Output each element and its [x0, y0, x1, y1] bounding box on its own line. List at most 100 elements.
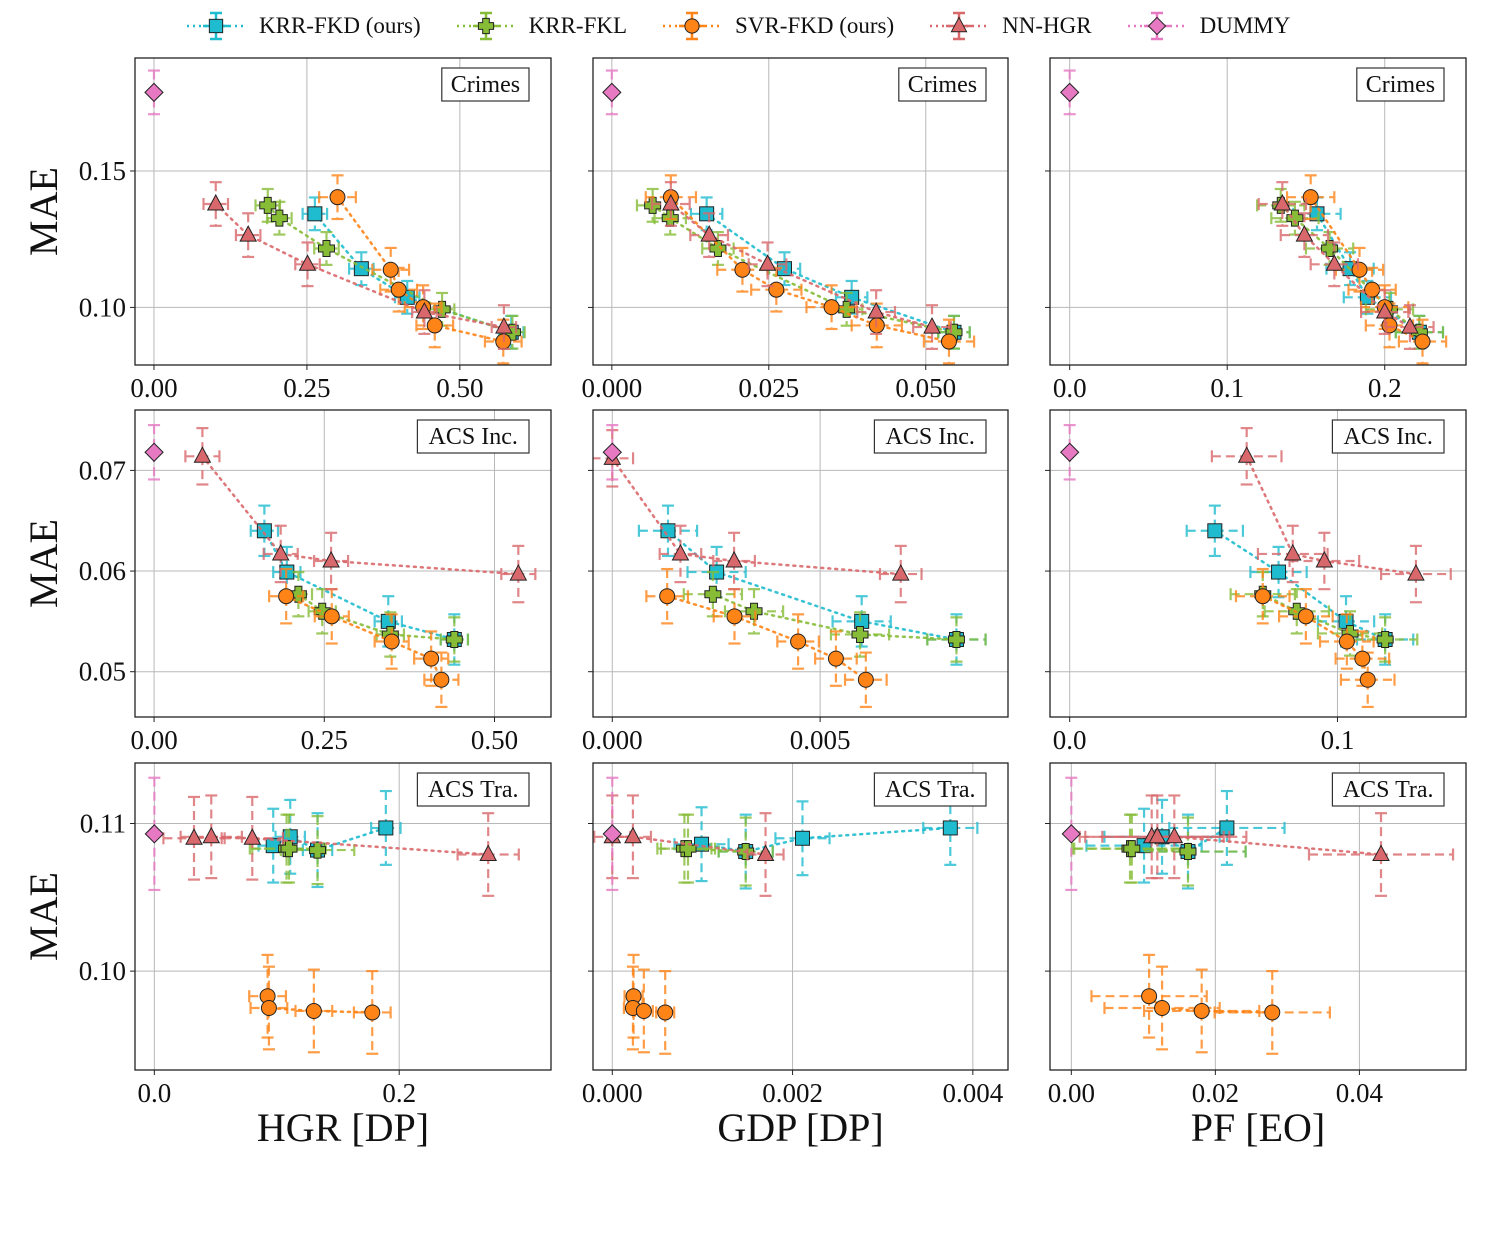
- error-bar: [148, 423, 161, 481]
- data-point-plus: [1376, 630, 1394, 648]
- data-point-circle: [734, 261, 751, 278]
- dataset-label: Crimes: [908, 72, 977, 98]
- series-line: [271, 826, 388, 852]
- series-line: [669, 195, 951, 343]
- x-tick-label: 0.000: [582, 1078, 643, 1108]
- data-point-diamond: [602, 824, 622, 844]
- series-triangle: [162, 794, 520, 897]
- series-diamond: [602, 423, 622, 481]
- series-line: [201, 455, 520, 576]
- x-tick-label: 0.04: [1336, 1078, 1384, 1108]
- data-point-circle: [382, 261, 399, 278]
- x-tick-label: 0.02: [1192, 1078, 1239, 1108]
- x-tick-label: 0.25: [283, 373, 330, 403]
- data-point-plus: [1179, 843, 1197, 861]
- y-axis-label: MAE: [21, 519, 66, 608]
- dataset-label-box: [416, 772, 530, 807]
- data-point-diamond: [1061, 824, 1082, 844]
- x-tick-label: 0.004: [942, 1078, 1003, 1108]
- data-layer: [1061, 776, 1455, 1055]
- series-circle: [268, 567, 460, 709]
- data-point-plus: [270, 209, 288, 227]
- data-point-diamond: [1059, 442, 1080, 462]
- series-diamond: [144, 776, 165, 892]
- data-point-triangle: [1375, 301, 1394, 319]
- data-point-circle: [726, 608, 743, 625]
- data-point-triangle: [867, 301, 885, 319]
- data-point-triangle: [206, 193, 225, 211]
- data-point-circle: [768, 281, 785, 298]
- plot-area: [135, 763, 551, 1070]
- data-point-circle: [1264, 1004, 1281, 1021]
- error-bar: [912, 304, 952, 350]
- data-point-plus: [945, 323, 963, 341]
- x-tick-label: 0.050: [895, 373, 956, 403]
- series-plus: [1071, 813, 1247, 887]
- data-point-circle: [1338, 633, 1355, 650]
- data-layer: [144, 423, 537, 709]
- plot-area: [1050, 763, 1466, 1070]
- x-tick-label: 0.005: [790, 725, 851, 755]
- data-point-circle: [1193, 1002, 1210, 1019]
- y-axis-label: MAE: [21, 872, 66, 961]
- series-plus: [248, 813, 356, 886]
- data-point-triangle: [495, 317, 513, 334]
- x-tick-label: 0.50: [436, 373, 483, 403]
- dataset-label-box: [873, 772, 987, 807]
- data-point-triangle: [298, 254, 317, 271]
- data-point-triangle: [671, 543, 690, 561]
- series-diamond: [1059, 69, 1080, 116]
- data-point-circle: [260, 1000, 277, 1017]
- legend-item-dummy: DUMMY: [1126, 8, 1291, 44]
- data-point-diamond: [144, 442, 164, 462]
- data-point-diamond: [602, 442, 622, 462]
- data-point-circle: [1414, 333, 1431, 350]
- x-tick-label: 0.002: [762, 1078, 823, 1108]
- series-triangle: [202, 181, 518, 350]
- x-tick-label: 0.1: [1321, 725, 1355, 755]
- data-point-square: [660, 523, 676, 539]
- circle-marker: [684, 18, 700, 34]
- y-tick-label: 0.05: [79, 657, 126, 687]
- data-point-triangle: [322, 550, 340, 568]
- error-bar: [202, 181, 230, 227]
- series-triangle: [1257, 181, 1435, 350]
- data-point-square: [353, 261, 369, 277]
- data-point-triangle: [1283, 543, 1302, 561]
- subplot-1: 0.00 0.25 0.50 0.10 0.15 Crimes MAE: [21, 57, 552, 403]
- dataset-label: ACS Tra.: [428, 777, 519, 803]
- data-point-circle: [657, 1004, 674, 1021]
- legend-label: DUMMY: [1199, 13, 1291, 38]
- data-point-square: [1207, 523, 1223, 539]
- plot-area: [1050, 410, 1466, 717]
- diamond-marker-icon: [1127, 11, 1186, 41]
- error-bar: [1234, 567, 1291, 625]
- legend-item-nn-hgr: NN-HGR: [928, 8, 1092, 44]
- x-tick-label: 0.25: [301, 725, 348, 755]
- data-point-circle: [1359, 671, 1376, 688]
- x-tick-label: 0.000: [582, 725, 643, 755]
- error-bar: [1318, 613, 1375, 670]
- subplot-2: 0.000 0.025 0.050 Crimes: [581, 57, 1009, 403]
- data-point-triangle: [271, 543, 290, 561]
- dataset-label-box: [1331, 419, 1445, 454]
- series-circle: [645, 567, 888, 709]
- data-point-triangle: [662, 193, 680, 211]
- error-bar: [373, 613, 410, 670]
- axes-frame: [592, 57, 1009, 366]
- series-circle: [318, 174, 523, 365]
- data-point-plus: [1123, 840, 1141, 858]
- circle-marker-icon: [663, 11, 722, 41]
- dataset-label-box: [873, 419, 987, 454]
- axes-frame: [592, 762, 1009, 1071]
- series-line: [297, 592, 456, 641]
- series-line: [705, 212, 956, 334]
- data-point-triangle: [725, 550, 743, 568]
- x-axis-label: HGR [DP]: [257, 1105, 429, 1150]
- axes-frame: [1049, 409, 1467, 718]
- dataset-label: Crimes: [451, 72, 520, 98]
- plus-marker-icon: [456, 11, 515, 41]
- x-axis-label: GDP [DP]: [717, 1105, 883, 1150]
- series-diamond: [1061, 776, 1082, 892]
- series-line: [1261, 592, 1387, 641]
